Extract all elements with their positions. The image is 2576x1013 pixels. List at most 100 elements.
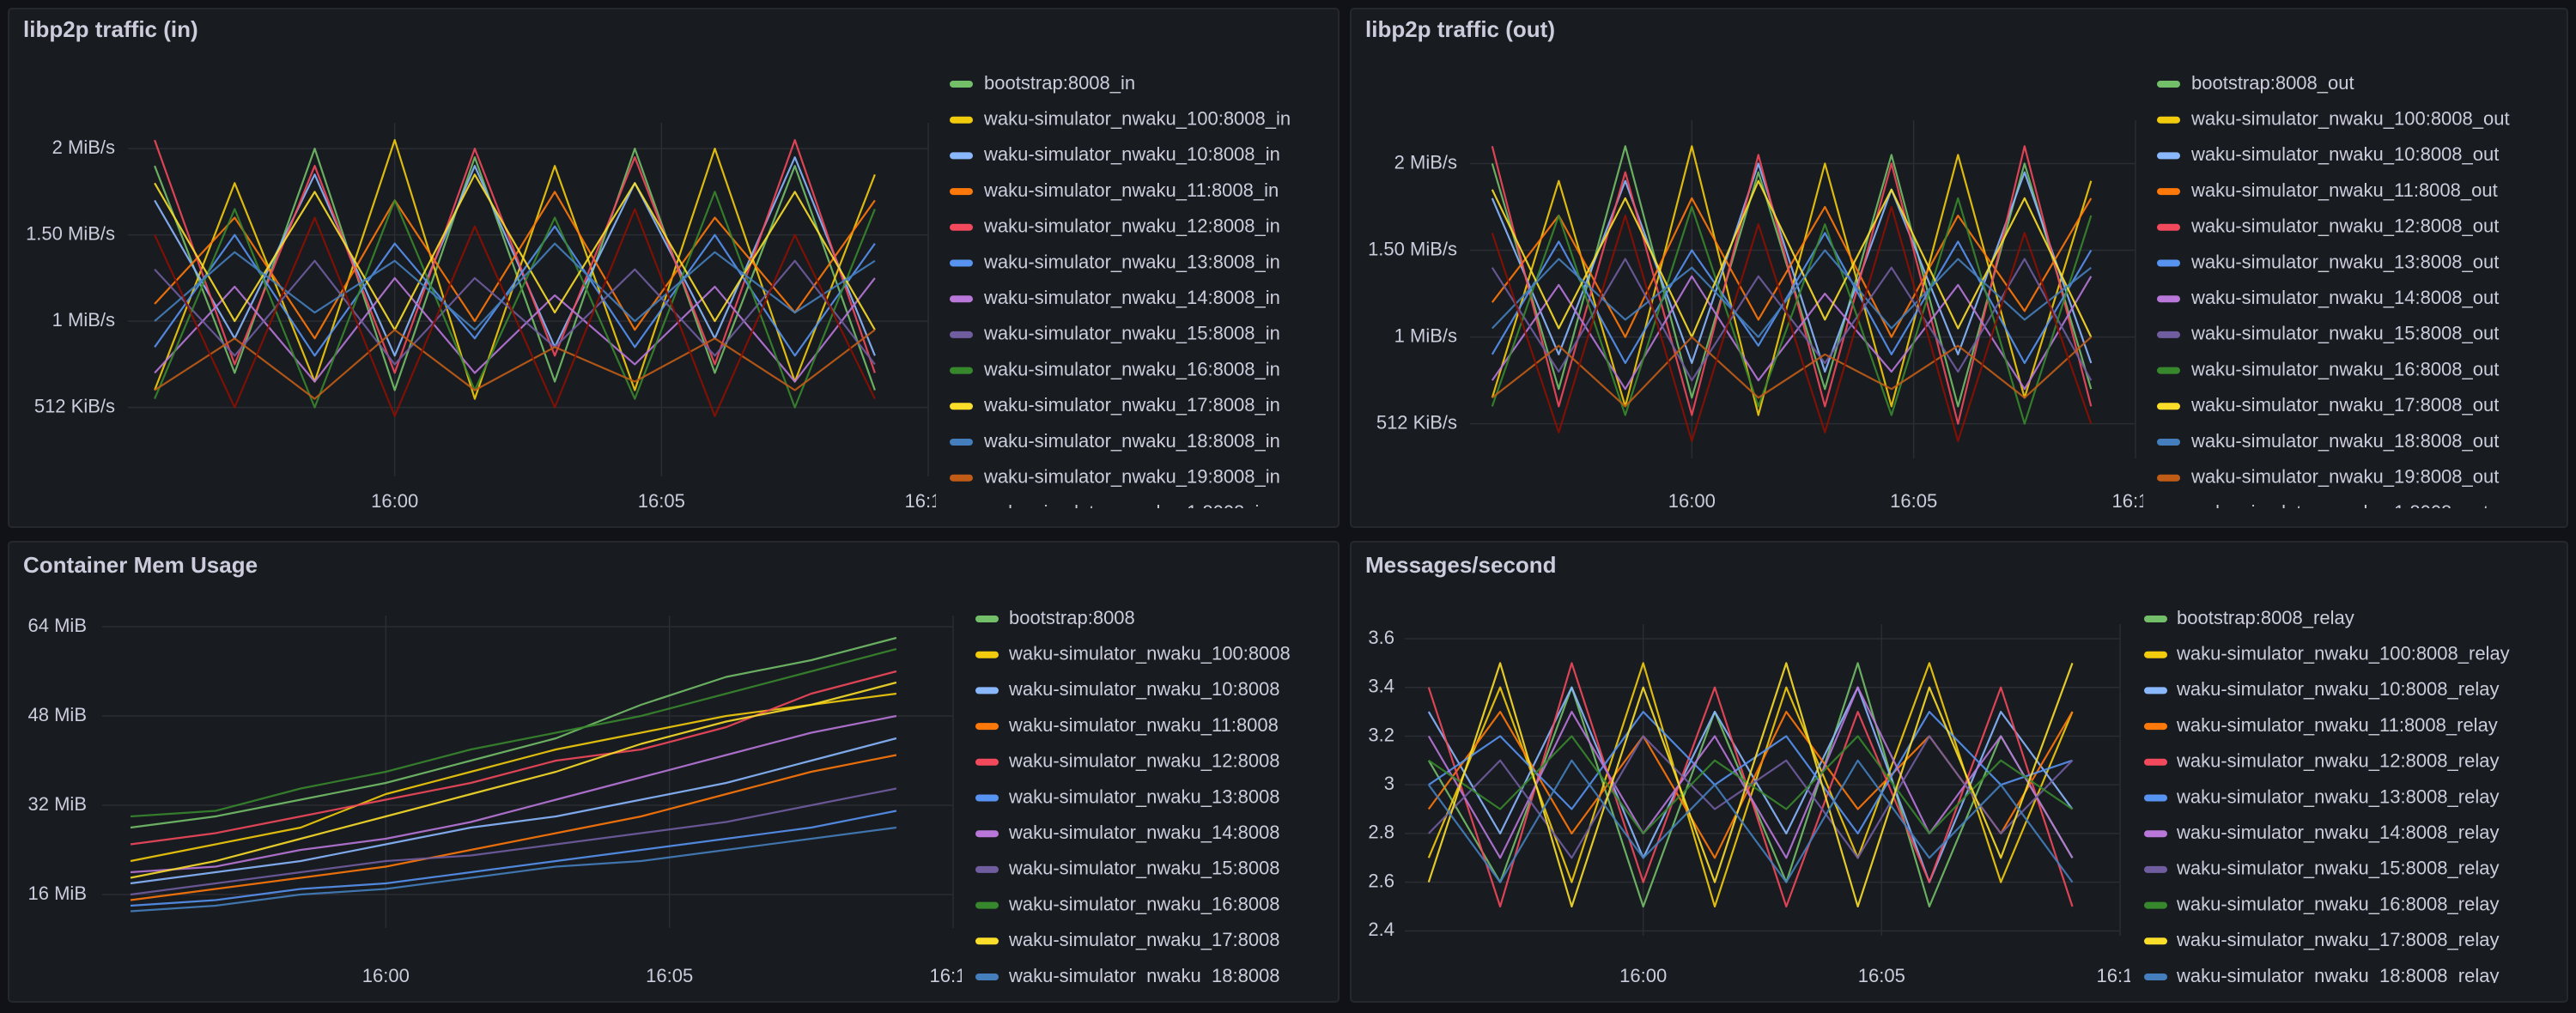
x-tick-label: 16:10 [904, 490, 951, 512]
legend-item[interactable]: waku-simulator_nwaku_13:8008_out [2157, 251, 2499, 272]
series-line [154, 148, 876, 391]
panel-title: libp2p traffic (out) [1365, 16, 1555, 42]
legend-item[interactable]: waku-simulator_nwaku_13:8008 [975, 786, 1280, 807]
legend-item[interactable]: waku-simulator_nwaku_11:8008 [975, 714, 1279, 736]
legend-item[interactable]: waku-simulator_nwaku_10:8008_relay [2144, 678, 2499, 700]
x-tick-label: 16:10 [929, 965, 976, 986]
legend-item[interactable]: waku-simulator_nwaku_100:8008 [975, 643, 1291, 664]
x-tick-label: 16:05 [646, 965, 693, 986]
legend-item[interactable]: waku-simulator_nwaku_14:8008_out [2157, 287, 2499, 308]
legend-item[interactable]: waku-simulator_nwaku_17:8008_relay [2144, 929, 2499, 950]
legend-item[interactable]: waku-simulator_nwaku_15:8008_relay [2144, 858, 2499, 879]
legend-item[interactable]: waku-simulator_nwaku_18:8008_relay [2144, 965, 2499, 986]
legend-item[interactable]: waku-simulator_nwaku_17:8008_out [2157, 394, 2499, 416]
legend-marker [950, 81, 973, 88]
legend-label: waku-simulator_nwaku_100:8008_relay [2176, 643, 2510, 664]
legend-item[interactable]: waku-simulator_nwaku_17:8008 [975, 929, 1280, 950]
series-line [130, 810, 897, 907]
legend-label: waku-simulator_nwaku_100:8008_out [2190, 108, 2510, 130]
legend-item[interactable]: waku-simulator_nwaku_1:8008_out [2157, 501, 2488, 523]
panel-title: Messages/second [1365, 552, 1557, 578]
legend-item[interactable]: waku-simulator_nwaku_10:8008_in [950, 143, 1280, 165]
legend-label: bootstrap:8008_in [984, 72, 1135, 94]
legend-item[interactable]: waku-simulator_nwaku_14:8008 [975, 822, 1280, 843]
legend-item[interactable]: waku-simulator_nwaku_12:8008_relay [2144, 750, 2499, 772]
x-tick-label: 16:05 [1890, 490, 1937, 512]
series-line [154, 225, 876, 357]
legend-item[interactable]: waku-simulator_nwaku_1:8008_in [950, 501, 1270, 523]
legend-item[interactable]: waku-simulator_nwaku_12:8008_out [2157, 215, 2499, 237]
legend-label: waku-simulator_nwaku_10:8008_relay [2176, 678, 2499, 700]
legend-item[interactable]: waku-simulator_nwaku_18:8008 [975, 965, 1280, 986]
x-tick-label: 16:00 [362, 965, 410, 986]
legend-item[interactable]: waku-simulator_nwaku_18:8008_in [950, 430, 1280, 452]
legend-item[interactable]: waku-simulator_nwaku_100:8008_relay [2144, 643, 2510, 664]
legend-item[interactable]: waku-simulator_nwaku_13:8008_in [950, 251, 1280, 272]
legend-item[interactable]: waku-simulator_nwaku_100:8008_in [950, 108, 1291, 130]
legend-item[interactable]: waku-simulator_nwaku_12:8008 [975, 750, 1280, 772]
y-tick-label: 64 MiB [28, 615, 87, 636]
series-group [1427, 662, 2074, 908]
y-tick-label: 3 [1384, 773, 1394, 794]
panel-title: Container Mem Usage [23, 552, 258, 578]
legend-item[interactable]: waku-simulator_nwaku_16:8008 [975, 893, 1280, 914]
legend-item[interactable]: waku-simulator_nwaku_19:8008_in [950, 466, 1280, 488]
legend-label: waku-simulator_nwaku_12:8008 [1008, 750, 1280, 772]
panel-frame [8, 8, 1340, 528]
legend-item[interactable]: waku-simulator_nwaku_14:8008_in [950, 287, 1280, 308]
legend-item[interactable]: waku-simulator_nwaku_100:8008_out [2157, 108, 2510, 130]
legend-item[interactable]: waku-simulator_nwaku_10:8008 [975, 678, 1280, 700]
series-group [130, 636, 897, 913]
legend-marker [950, 295, 973, 303]
legend-marker [2157, 116, 2180, 124]
legend-item[interactable]: waku-simulator_nwaku_12:8008_in [950, 215, 1280, 237]
legend-item[interactable]: waku-simulator_nwaku_15:8008_in [950, 323, 1280, 344]
legend-item[interactable]: waku-simulator_nwaku_13:8008_relay [2144, 786, 2499, 807]
legend-item[interactable]: waku-simulator_nwaku_16:8008_relay [2144, 893, 2499, 914]
series-line [1427, 662, 2074, 908]
x-tick-label: 16:00 [1619, 965, 1667, 986]
legend-item[interactable]: waku-simulator_nwaku_11:8008_out [2157, 179, 2498, 201]
series-line [130, 647, 897, 818]
legend-label: bootstrap:8008_out [2191, 72, 2354, 94]
legend-item[interactable]: bootstrap:8008_out [2157, 72, 2354, 94]
series-line [1492, 249, 2092, 338]
legend-item[interactable]: waku-simulator_nwaku_14:8008_relay [2144, 822, 2499, 843]
x-tick-label: 16:10 [2111, 490, 2159, 512]
legend-label: waku-simulator_nwaku_100:8008 [1008, 643, 1291, 664]
legend-item[interactable]: bootstrap:8008_relay [2144, 607, 2354, 628]
y-tick-label: 32 MiB [28, 793, 87, 815]
legend-label: waku-simulator_nwaku_18:8008_relay [2176, 965, 2499, 986]
series-group [154, 139, 876, 417]
legend-item[interactable]: waku-simulator_nwaku_15:8008_out [2157, 323, 2499, 344]
legend-marker [950, 474, 973, 482]
legend-marker [975, 830, 999, 838]
legend-item[interactable]: waku-simulator_nwaku_18:8008_out [2157, 430, 2499, 452]
legend-label: waku-simulator_nwaku_14:8008 [1008, 822, 1280, 843]
y-tick-label: 3.4 [1368, 676, 1394, 697]
legend-item[interactable]: waku-simulator_nwaku_16:8008_in [950, 358, 1280, 379]
legend-label: waku-simulator_nwaku_11:8008_out [2190, 179, 2498, 201]
series-line [1491, 179, 2093, 338]
legend-label: waku-simulator_nwaku_14:8008_out [2190, 287, 2499, 308]
legend-item[interactable]: bootstrap:8008 [975, 607, 1135, 628]
legend-label: waku-simulator_nwaku_11:8008 [1008, 714, 1279, 736]
legend-item[interactable]: waku-simulator_nwaku_10:8008_out [2157, 143, 2499, 165]
y-tick-label: 3.2 [1368, 724, 1394, 745]
legend-label: waku-simulator_nwaku_16:8008_out [2190, 358, 2499, 379]
legend-item[interactable]: bootstrap:8008_in [950, 72, 1135, 94]
legend-marker [2157, 474, 2180, 482]
y-tick-label: 1.50 MiB/s [26, 222, 115, 244]
legend-item[interactable]: waku-simulator_nwaku_11:8008_in [950, 179, 1279, 201]
legend-item[interactable]: waku-simulator_nwaku_16:8008_out [2157, 358, 2499, 379]
legend-marker [950, 223, 973, 231]
legend-label: waku-simulator_nwaku_17:8008_out [2190, 394, 2499, 416]
legend-item[interactable]: waku-simulator_nwaku_11:8008_relay [2144, 714, 2498, 736]
legend-item[interactable]: waku-simulator_nwaku_15:8008 [975, 858, 1280, 879]
legend-item[interactable]: waku-simulator_nwaku_17:8008_in [950, 394, 1280, 416]
series-line [154, 276, 876, 383]
y-tick-label: 512 KiB/s [34, 395, 115, 416]
legend-label: waku-simulator_nwaku_11:8008_relay [2176, 714, 2498, 736]
series-line [130, 787, 897, 896]
legend-item[interactable]: waku-simulator_nwaku_19:8008_out [2157, 466, 2499, 488]
